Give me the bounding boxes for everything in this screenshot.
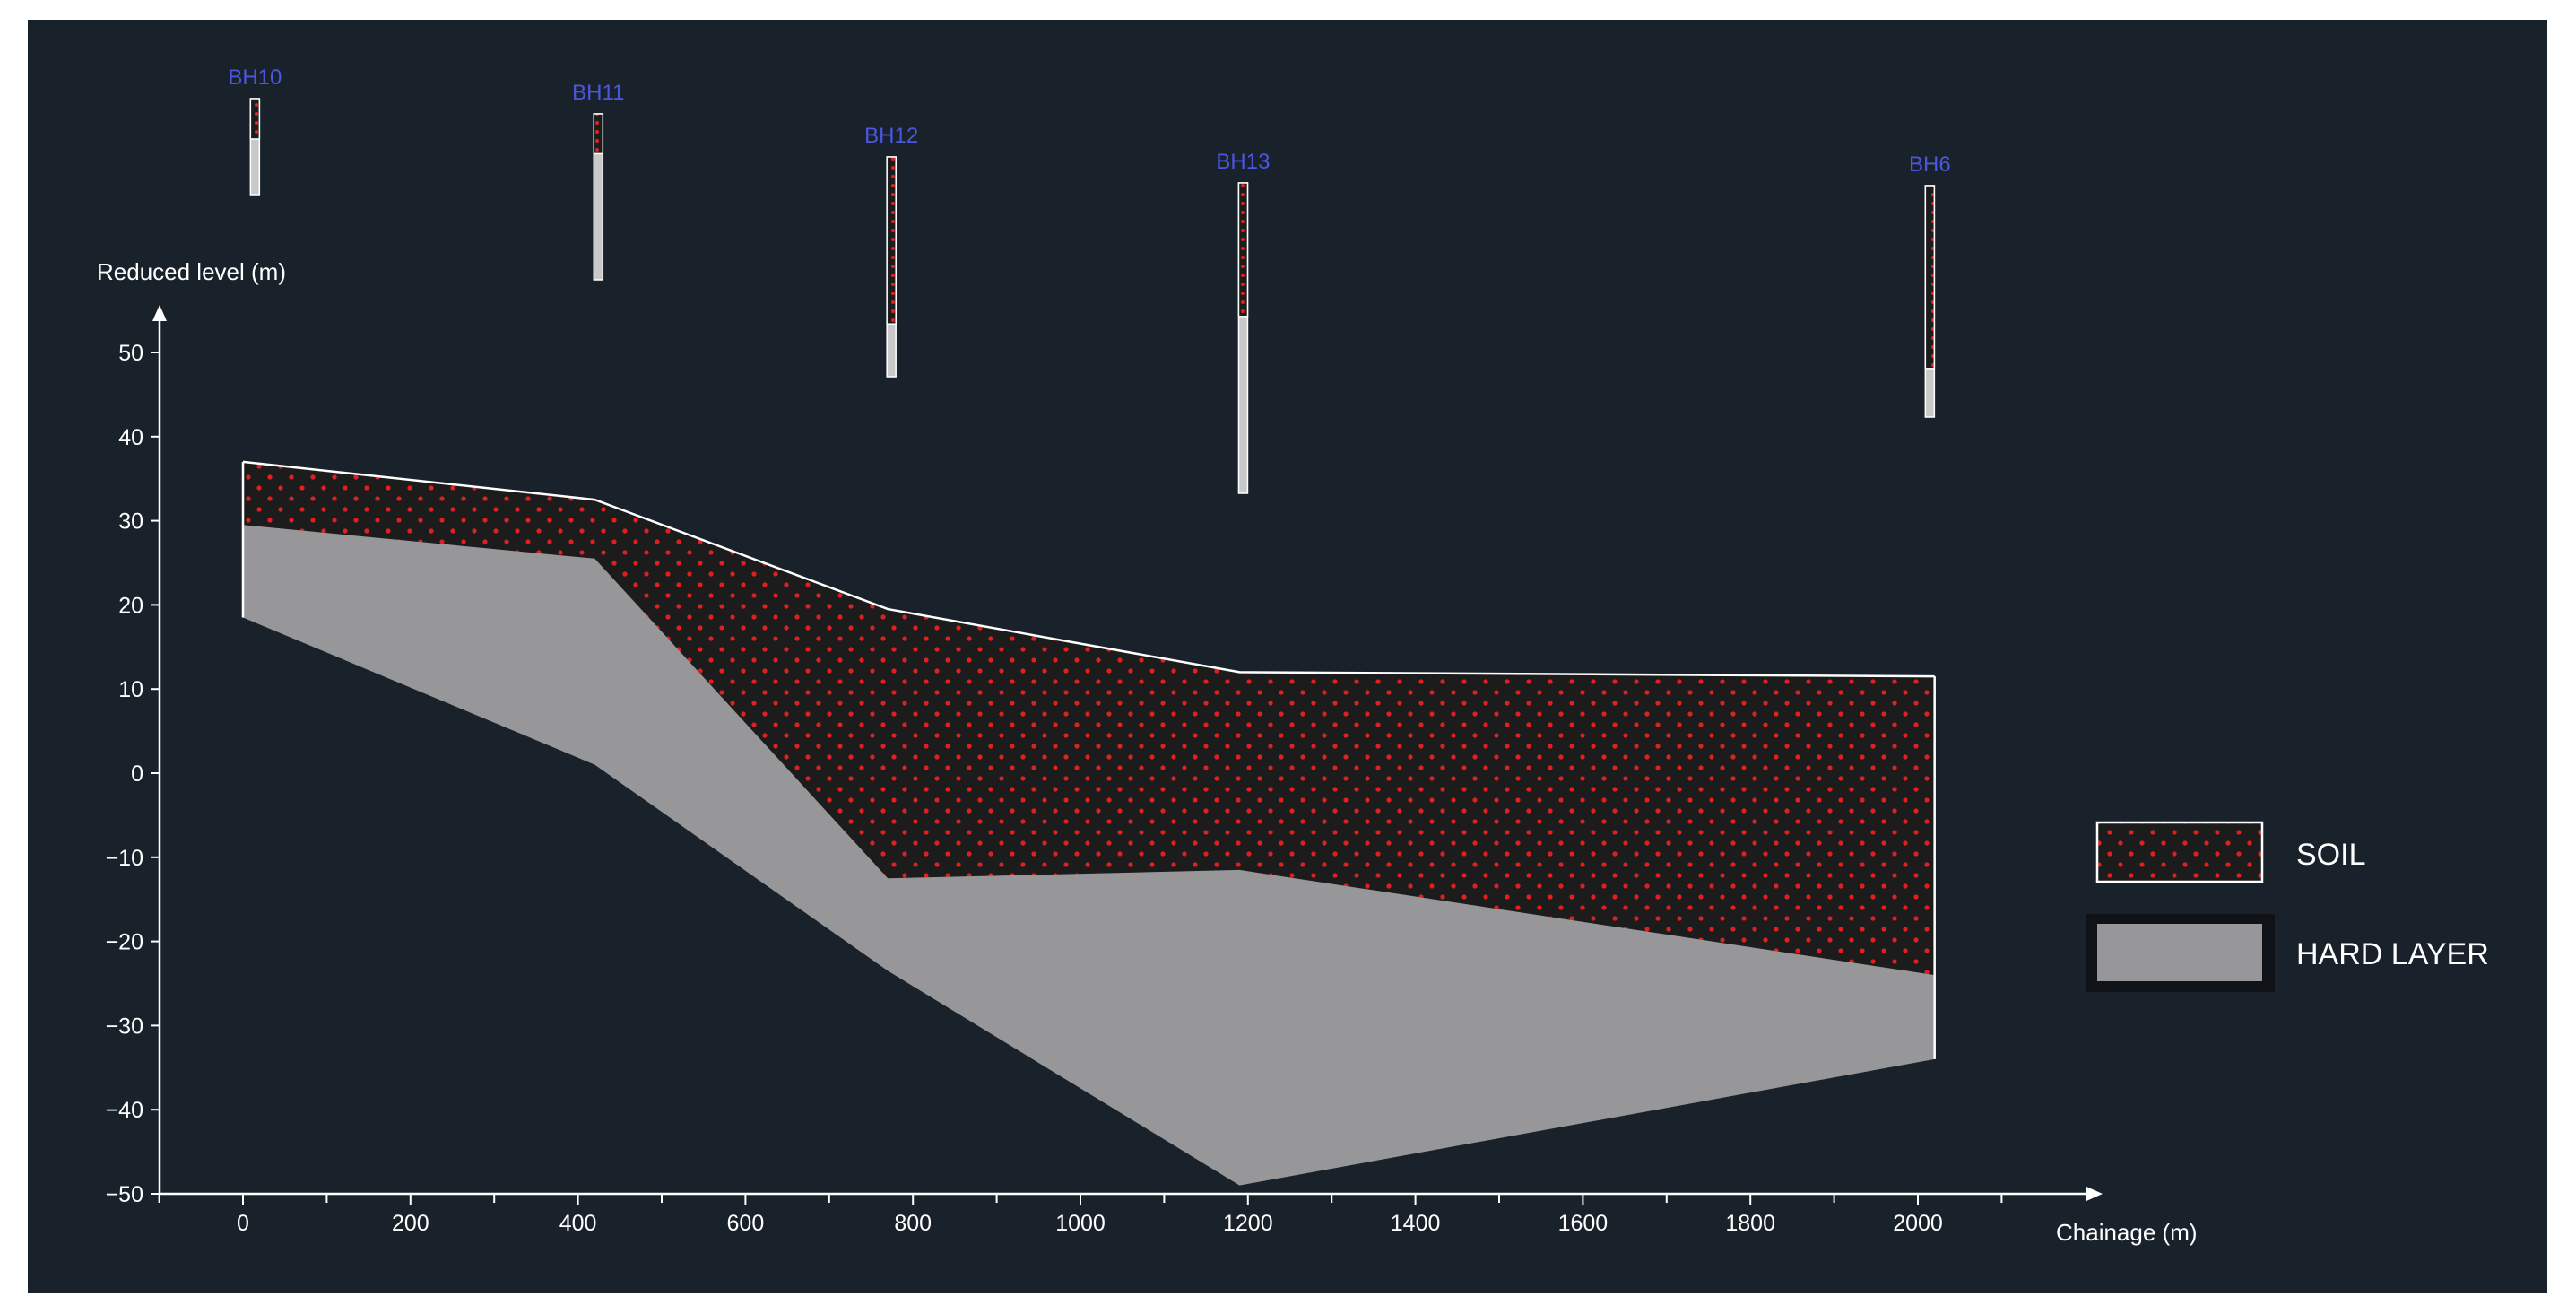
legend-swatch-soil <box>2095 821 2264 883</box>
legend-label-hard-layer: HARD LAYER <box>2296 937 2489 971</box>
x-tick-label: 1000 <box>1055 1211 1106 1236</box>
borehole-bh10: BH10 <box>228 65 282 196</box>
x-tick-label: 800 <box>894 1211 932 1236</box>
legend-swatch-hard-layer <box>2097 924 2262 981</box>
y-tick-label: −40 <box>106 1098 143 1123</box>
borehole-soil-segment <box>249 98 261 140</box>
y-tick-label: 40 <box>118 425 143 450</box>
y-tick-label: −50 <box>106 1182 143 1207</box>
borehole-bh6: BH6 <box>1909 152 1951 418</box>
borehole-bh12: BH12 <box>864 124 918 378</box>
borehole-label: BH10 <box>228 65 282 90</box>
borehole-label: BH13 <box>1216 150 1270 174</box>
y-tick-label: −30 <box>106 1014 143 1039</box>
borehole-label: BH6 <box>1909 152 1951 177</box>
x-tick-label: 2000 <box>1893 1211 1943 1236</box>
y-axis-arrow <box>152 305 167 321</box>
area-soil <box>243 461 1935 976</box>
ground-surface-line <box>242 460 1935 678</box>
y-tick-label: 10 <box>118 677 143 702</box>
x-tick-label: 1400 <box>1391 1211 1441 1236</box>
y-tick-label: 50 <box>118 341 143 366</box>
borehole-bh11: BH11 <box>572 81 624 281</box>
legend-label-soil: SOIL <box>2296 838 2365 872</box>
y-tick-label: −20 <box>106 930 143 955</box>
chart-panel: BH10 BH11 BH12 BH13 BH6 50 40 30 20 10 0 −10 −20 −30… <box>28 20 2547 1293</box>
borehole-soil-segment <box>886 156 897 325</box>
borehole-label: BH11 <box>572 81 624 105</box>
x-tick-label: 200 <box>392 1211 429 1236</box>
y-tick-label: 30 <box>118 509 143 535</box>
x-tick-label: 1800 <box>1725 1211 1775 1236</box>
borehole-label: BH12 <box>864 124 918 148</box>
borehole-soil-segment <box>1237 182 1249 318</box>
x-tick-label: 1600 <box>1558 1211 1609 1236</box>
y-tick-label: 0 <box>131 761 143 787</box>
x-tick-label: 600 <box>727 1211 765 1236</box>
y-axis-label: Reduced level (m) <box>97 258 286 285</box>
borehole-bh13: BH13 <box>1216 150 1270 494</box>
y-tick-label: −10 <box>106 846 143 871</box>
y-tick-label: 20 <box>118 593 143 618</box>
x-tick-label: 1200 <box>1223 1211 1273 1236</box>
x-tick-label: 400 <box>559 1211 597 1236</box>
geological-section-chart: BH10 BH11 BH12 BH13 BH6 50 40 30 20 10 0 −10 −20 −30… <box>97 65 2489 1246</box>
x-axis-arrow <box>2086 1187 2103 1201</box>
borehole-soil-segment <box>1924 185 1936 370</box>
x-axis-label: Chainage (m) <box>2056 1219 2198 1246</box>
borehole-soil-segment <box>593 113 604 155</box>
x-tick-label: 0 <box>237 1211 249 1236</box>
area-hard-layer <box>243 525 1935 1186</box>
